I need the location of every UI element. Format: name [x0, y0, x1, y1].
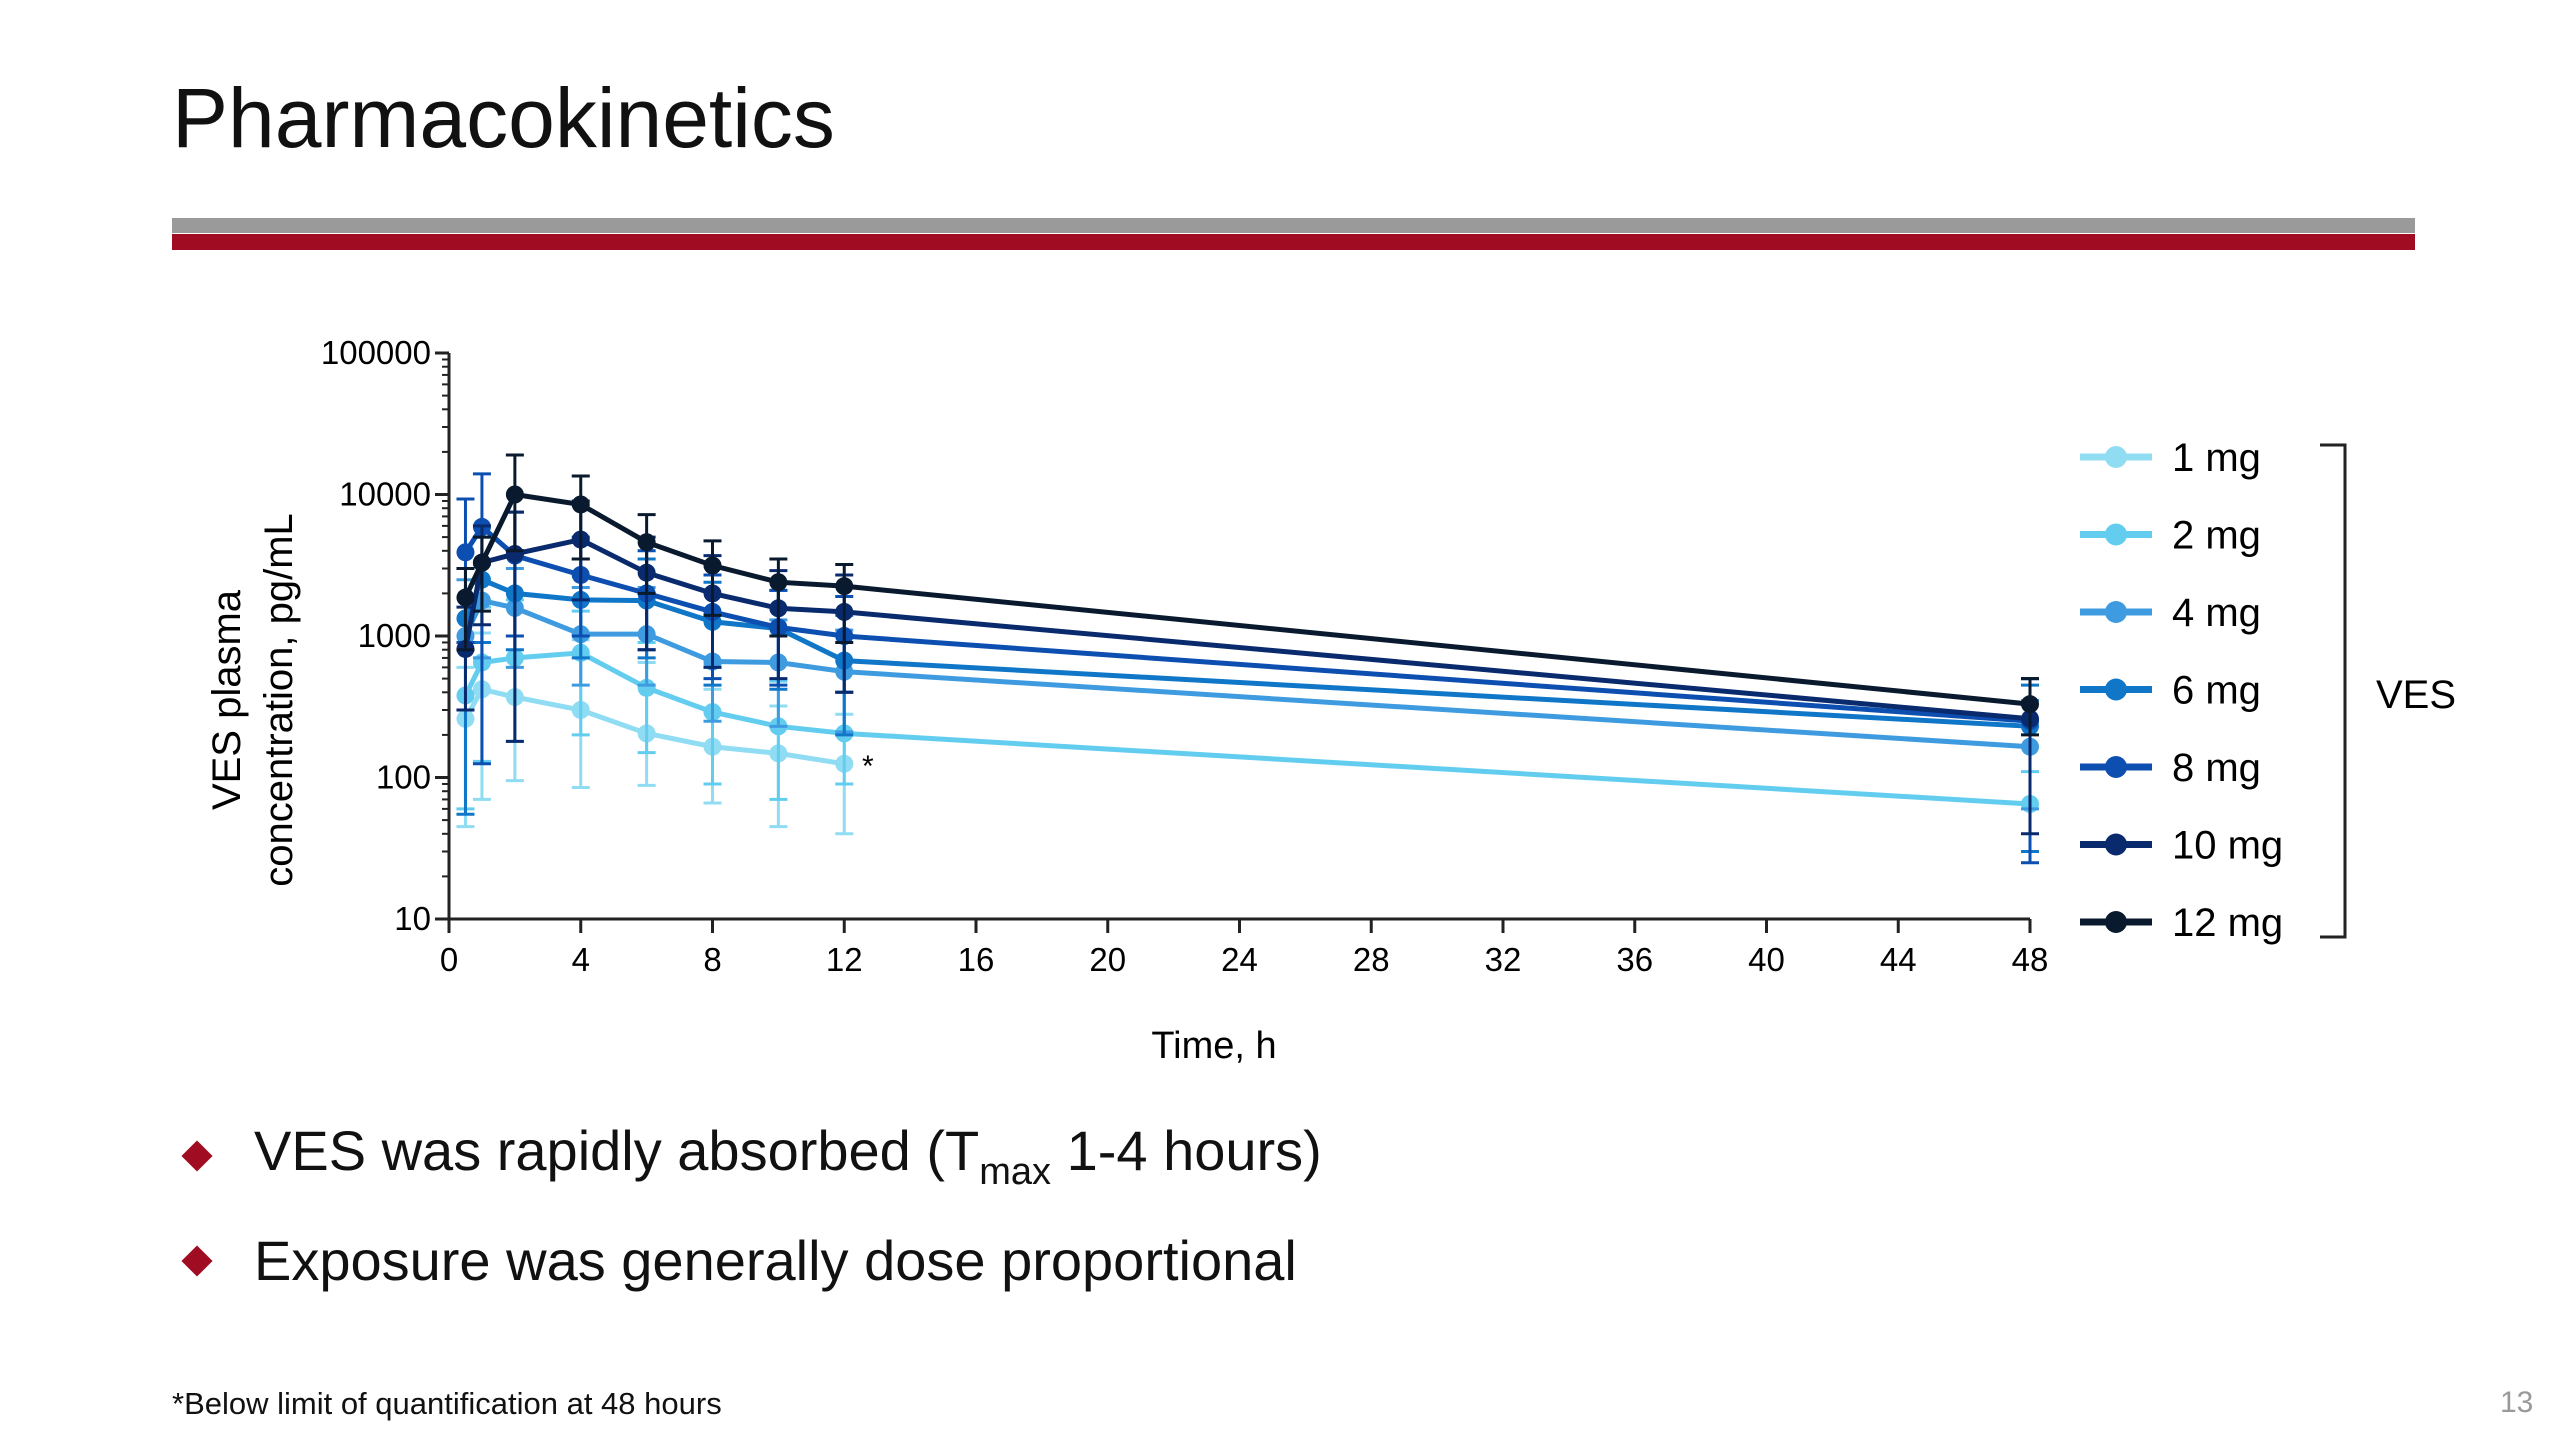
series-line	[463, 597, 2031, 750]
bullet-text-main: VES was rapidly absorbed (T	[254, 1119, 980, 1182]
x-tick-label: 4	[572, 941, 590, 978]
legend-item: 12 mg	[2080, 901, 2283, 945]
legend-swatch-marker	[2105, 601, 2127, 623]
legend-item: 4 mg	[2080, 591, 2261, 635]
y-tick-label: 10000	[339, 476, 431, 513]
x-tick-label: 44	[1880, 941, 1917, 978]
legend-bracket	[2320, 443, 2347, 939]
x-tick-label: 28	[1353, 941, 1390, 978]
x-tick-label: 0	[440, 941, 458, 978]
legend-label: 4 mg	[2172, 591, 2261, 635]
series-4-mg	[456, 563, 2039, 811]
data-point	[2021, 695, 2039, 714]
legend-label: 10 mg	[2172, 824, 2283, 868]
legend-item: 1 mg	[2080, 436, 2261, 480]
data-point	[637, 678, 656, 697]
legend-swatch-marker	[2105, 446, 2127, 468]
page-number: 13	[2500, 1386, 2534, 1419]
data-point	[505, 485, 524, 504]
bullet-text: VES was rapidly absorbed (Tmax 1-4 hours…	[254, 1118, 1322, 1194]
legend-label: 8 mg	[2172, 746, 2261, 790]
bullet-text-subscript: max	[979, 1151, 1052, 1193]
title-rule-red	[172, 234, 2415, 250]
diamond-bullet-icon	[181, 1244, 213, 1277]
page-title: Pharmacokinetics	[172, 71, 835, 165]
data-point	[835, 577, 854, 596]
data-point	[571, 495, 590, 514]
series-line	[463, 536, 2031, 722]
footnote: *Below limit of quantification at 48 hou…	[172, 1386, 722, 1421]
data-point	[472, 553, 491, 572]
series-line	[463, 650, 2031, 807]
y-axis-label-line1: VES plasma	[205, 589, 249, 810]
legend-swatch-marker	[2105, 523, 2127, 546]
bullet-text-tail: 1-4 hours)	[1051, 1119, 1322, 1182]
legend-item: 8 mg	[2080, 746, 2261, 790]
x-tick-label: 16	[958, 941, 995, 978]
axes: 0 4 8 12 16 20 24 28 32 36 40 44 4810100100010000100…	[321, 334, 2048, 978]
x-tick-label: 32	[1485, 941, 1522, 978]
legend-swatch-marker	[2105, 911, 2127, 933]
series-6-mg	[456, 535, 2039, 853]
legend-item: 6 mg	[2080, 669, 2261, 713]
bullet-1: VES was rapidly absorbed (Tmax 1-4 hours…	[180, 1118, 1322, 1194]
x-tick-label: 36	[1616, 941, 1653, 978]
x-tick-label: 8	[703, 941, 721, 978]
series-12-mg	[456, 453, 2039, 737]
y-tick-label: 100	[376, 759, 431, 796]
data-point	[456, 588, 475, 607]
x-tick-label: 20	[1089, 941, 1126, 978]
y-axis-label: VES plasma concentration, pg/mL	[205, 513, 301, 887]
series-8-mg	[456, 472, 2039, 865]
series-2-mg	[456, 598, 2039, 853]
legend-group-label: VES	[2376, 673, 2456, 717]
bullet-text: Exposure was generally dose proportional	[254, 1229, 1297, 1292]
x-axis-label: Time, h	[1151, 1025, 1276, 1067]
bullet-2: Exposure was generally dose proportional	[180, 1228, 1297, 1293]
legend: 1 mg 2 mg 4 mg 6 mg 8 mg 10 mg 12 mg	[2080, 436, 2283, 945]
legend-label: 12 mg	[2172, 901, 2283, 945]
data-point	[456, 543, 475, 562]
y-axis-label-line2: concentration, pg/mL	[257, 513, 301, 887]
data-point	[637, 533, 656, 552]
x-tick-label: 48	[2012, 941, 2049, 978]
title-rule-gray	[172, 218, 2415, 233]
legend-item: 2 mg	[2080, 514, 2261, 558]
legend-label: 2 mg	[2172, 514, 2261, 558]
x-tick-label: 12	[826, 941, 863, 978]
legend-item: 10 mg	[2080, 824, 2283, 868]
blq-annotation: *	[862, 750, 874, 783]
legend-label: 1 mg	[2172, 436, 2261, 480]
diamond-bullet-icon	[181, 1140, 213, 1172]
legend-swatch-marker	[2105, 678, 2127, 701]
legend-swatch-marker	[2105, 833, 2127, 856]
y-tick-label: 1000	[358, 617, 431, 654]
plot-area	[456, 453, 2039, 865]
x-tick-label: 40	[1748, 941, 1785, 978]
legend-label: 6 mg	[2172, 669, 2261, 713]
y-tick-label: 100000	[321, 334, 431, 371]
legend-swatch-marker	[2105, 756, 2127, 778]
x-tick-label: 24	[1221, 941, 1258, 978]
data-point	[703, 556, 722, 575]
y-tick-label: 10	[394, 900, 431, 937]
data-point	[769, 573, 788, 592]
series-line	[463, 491, 2031, 707]
